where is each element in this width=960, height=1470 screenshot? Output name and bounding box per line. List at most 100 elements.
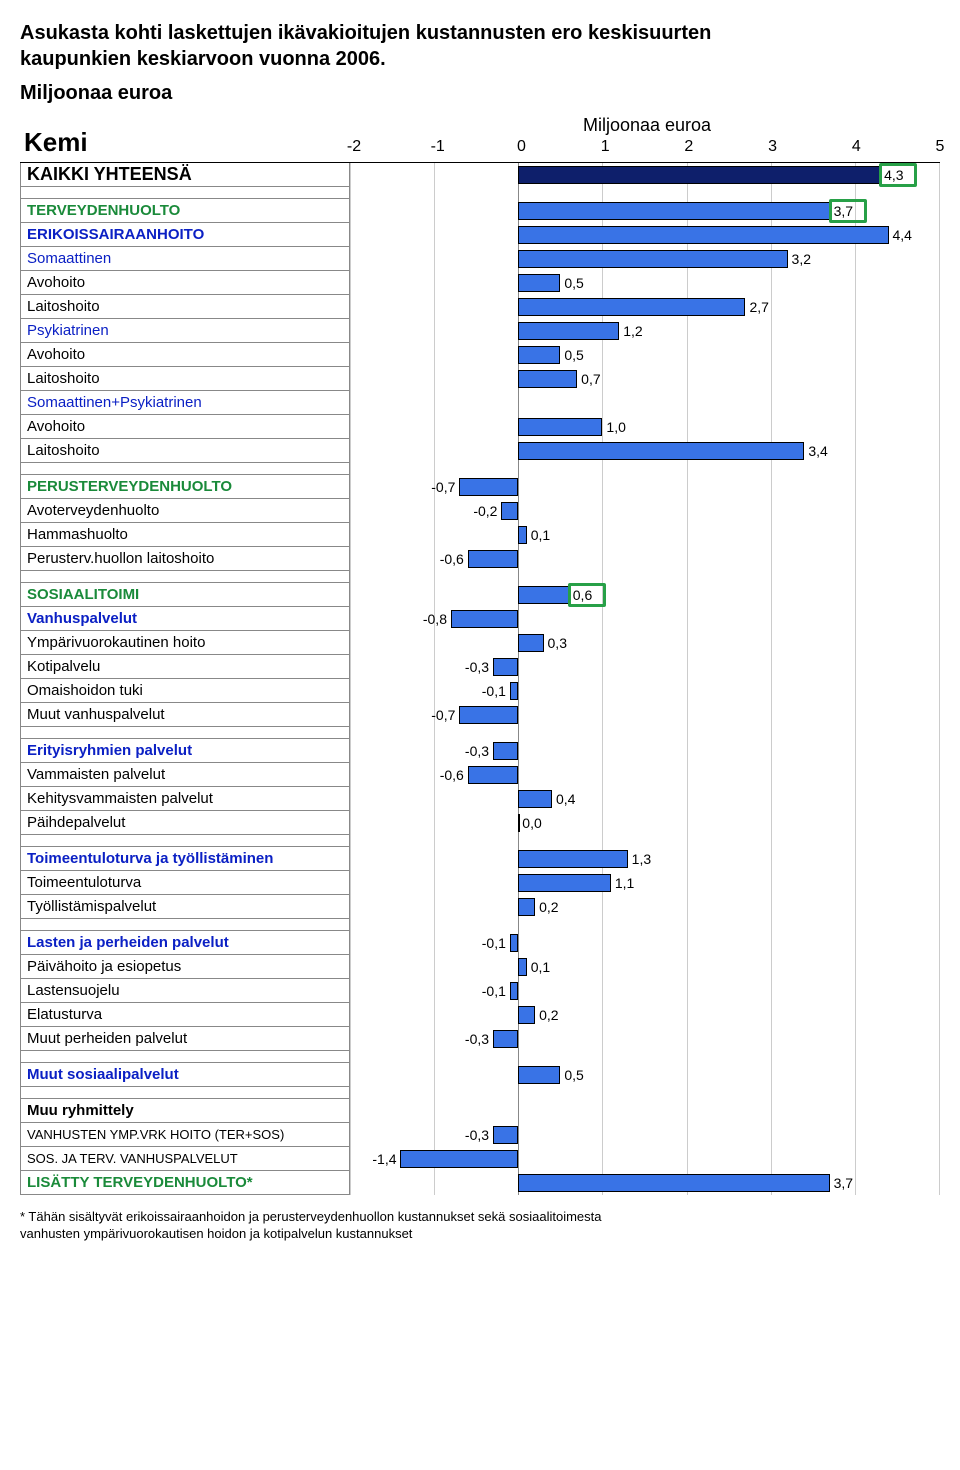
bar xyxy=(518,202,829,220)
axis-tick: -1 xyxy=(431,138,445,156)
row-label: Avohoito xyxy=(20,271,350,295)
row-label: Avohoito xyxy=(20,415,350,439)
bar-value: 4,4 xyxy=(893,227,912,243)
data-row: Elatusturva0,2 xyxy=(20,1003,940,1027)
bar-cell xyxy=(350,1099,940,1123)
bar xyxy=(518,226,888,244)
bar-value: 1,1 xyxy=(615,875,634,891)
bar-cell: 2,7 xyxy=(350,295,940,319)
row-label xyxy=(20,919,350,931)
bar-cell: -0,1 xyxy=(350,931,940,955)
data-row: Päivähoito ja esiopetus 0,1 xyxy=(20,955,940,979)
data-row: Muut perheiden palvelut-0,3 xyxy=(20,1027,940,1051)
row-label: Lastensuojelu xyxy=(20,979,350,1003)
bar-value: -0,6 xyxy=(440,551,464,567)
bar xyxy=(518,442,804,460)
row-label: Muu ryhmittely xyxy=(20,1099,350,1123)
bar xyxy=(518,790,552,808)
bar-cell: 0,2 xyxy=(350,1003,940,1027)
data-row: Laitoshoito0,7 xyxy=(20,367,940,391)
bar xyxy=(493,658,518,676)
bar xyxy=(451,610,518,628)
spacer-row xyxy=(20,463,940,475)
bar xyxy=(468,550,518,568)
bar-cell xyxy=(350,391,940,415)
row-label: Avohoito xyxy=(20,343,350,367)
data-row: Kotipalvelu-0,3 xyxy=(20,655,940,679)
bar-cell xyxy=(350,1087,940,1099)
data-row: Lastensuojelu-0,1 xyxy=(20,979,940,1003)
row-label: Psykiatrinen xyxy=(20,319,350,343)
bar xyxy=(518,634,543,652)
data-row: Avoterveydenhuolto-0,2 xyxy=(20,499,940,523)
row-label: KAIKKI YHTEENSÄ xyxy=(20,163,350,187)
row-label: Omaishoidon tuki xyxy=(20,679,350,703)
bar-value: 0,5 xyxy=(564,275,583,291)
row-label: Perusterv.huollon laitoshoito xyxy=(20,547,350,571)
bar xyxy=(518,850,627,868)
data-row: Somaattinen+Psykiatrinen xyxy=(20,391,940,415)
data-row: Omaishoidon tuki-0,1 xyxy=(20,679,940,703)
row-label xyxy=(20,1087,350,1099)
data-row: Laitoshoito3,4 xyxy=(20,439,940,463)
bar-value: 1,3 xyxy=(632,851,651,867)
bar-value: -0,3 xyxy=(465,1127,489,1143)
spacer-row xyxy=(20,1051,940,1063)
bar xyxy=(493,742,518,760)
data-row: VANHUSTEN YMP.VRK HOITO (TER+SOS)-0,3 xyxy=(20,1123,940,1147)
bar xyxy=(468,766,518,784)
row-label: Lasten ja perheiden palvelut xyxy=(20,931,350,955)
row-label: Muut vanhuspalvelut xyxy=(20,703,350,727)
data-row: Toimeentuloturva1,1 xyxy=(20,871,940,895)
bar-cell: -0,3 xyxy=(350,655,940,679)
data-row: LISÄTTY TERVEYDENHUOLTO*3,7 xyxy=(20,1171,940,1195)
bar xyxy=(518,1174,829,1192)
row-label: Muut perheiden palvelut xyxy=(20,1027,350,1051)
data-row: Vanhuspalvelut-0,8 xyxy=(20,607,940,631)
bar-value: 0,1 xyxy=(531,959,550,975)
row-label: Avoterveydenhuolto xyxy=(20,499,350,523)
bar-cell: -0,1 xyxy=(350,679,940,703)
row-label: Laitoshoito xyxy=(20,367,350,391)
bar xyxy=(493,1126,518,1144)
bar-cell xyxy=(350,1051,940,1063)
bar xyxy=(459,478,518,496)
bar-value: 3,4 xyxy=(808,443,827,459)
axis-title: Miljoonaa euroa xyxy=(354,115,940,136)
bar xyxy=(518,370,577,388)
data-row: Psykiatrinen1,2 xyxy=(20,319,940,343)
axis-tick: 1 xyxy=(601,138,610,156)
axis-tick: 2 xyxy=(684,138,693,156)
data-row: ERIKOISSAIRAANHOITO4,4 xyxy=(20,223,940,247)
data-row: Erityisryhmien palvelut-0,3 xyxy=(20,739,940,763)
bar-cell: -0,6 xyxy=(350,547,940,571)
row-label: Päivähoito ja esiopetus xyxy=(20,955,350,979)
data-row: SOS. JA TERV. VANHUSPALVELUT-1,4 xyxy=(20,1147,940,1171)
bar-cell: 0,5 xyxy=(350,1063,940,1087)
axis-tick: 0 xyxy=(517,138,526,156)
data-row: Muu ryhmittely xyxy=(20,1099,940,1123)
bar-value: -0,7 xyxy=(431,479,455,495)
data-row: Päihdepalvelut0,0 xyxy=(20,811,940,835)
bar-value: 0,5 xyxy=(564,1067,583,1083)
bar xyxy=(459,706,518,724)
row-label: TERVEYDENHUOLTO xyxy=(20,199,350,223)
bar xyxy=(518,958,526,976)
bar-cell: 4,3 xyxy=(350,163,940,187)
data-row: Toimeentuloturva ja työllistäminen1,3 xyxy=(20,847,940,871)
bar-cell: 0,5 xyxy=(350,271,940,295)
bar-cell: -0,3 xyxy=(350,1027,940,1051)
bar xyxy=(518,250,787,268)
bar-cell: 3,2 xyxy=(350,247,940,271)
axis-tick: 4 xyxy=(852,138,861,156)
bar-cell: 1,2 xyxy=(350,319,940,343)
bar xyxy=(510,982,518,1000)
bar-value: 0,6 xyxy=(573,587,592,603)
row-label: PERUSTERVEYDENHUOLTO xyxy=(20,475,350,499)
spacer-row xyxy=(20,919,940,931)
bar-value: 0,1 xyxy=(531,527,550,543)
data-row: TERVEYDENHUOLTO3,7 xyxy=(20,199,940,223)
bar xyxy=(493,1030,518,1048)
bar xyxy=(518,874,611,892)
row-label xyxy=(20,187,350,199)
